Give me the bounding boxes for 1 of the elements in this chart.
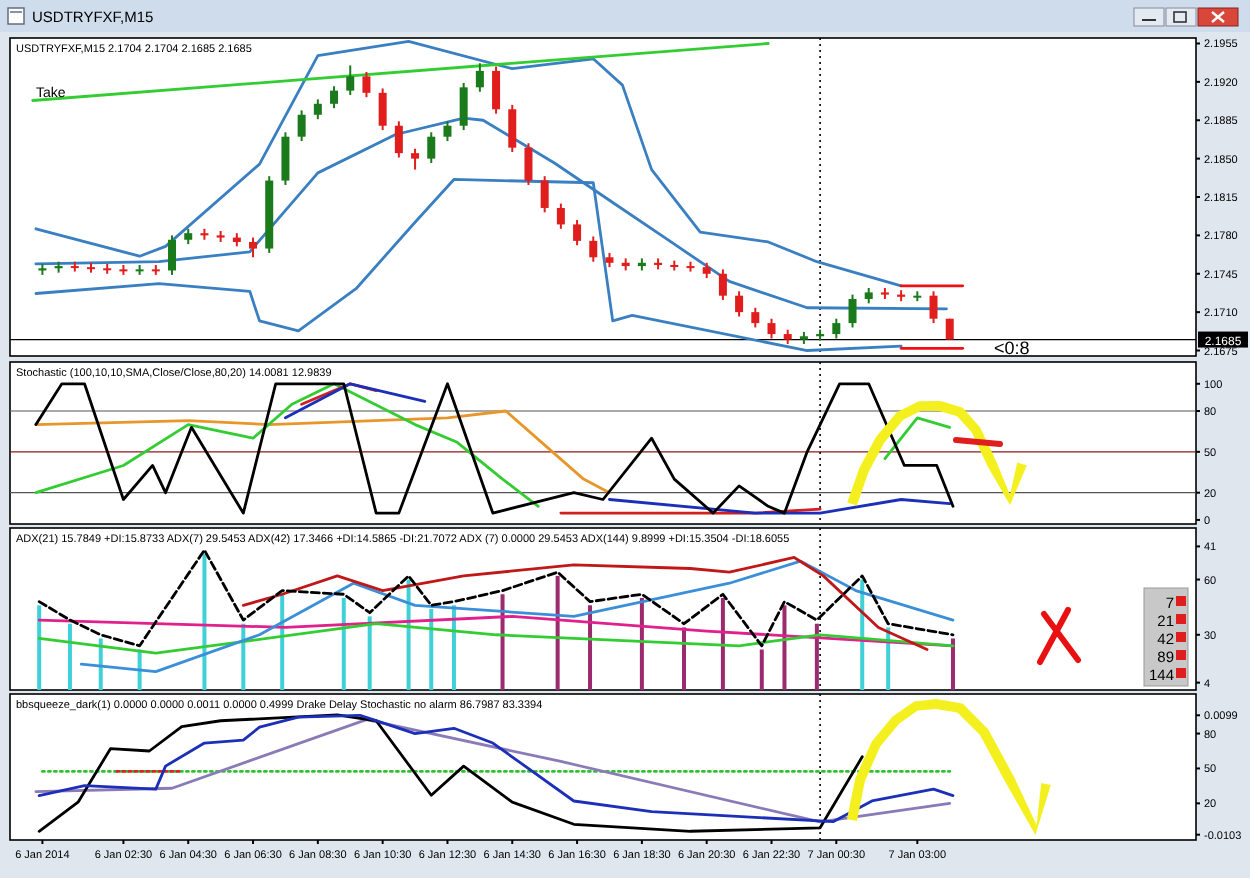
annotation: <0:8 bbox=[994, 338, 1030, 358]
